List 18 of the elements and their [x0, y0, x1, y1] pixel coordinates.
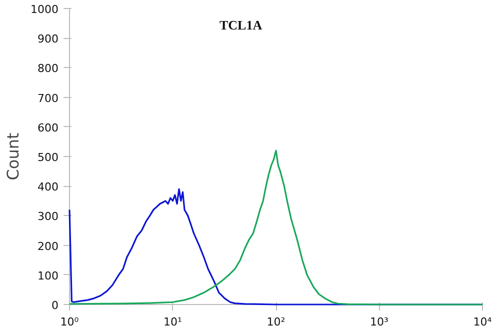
y-tick-label: 900: [38, 32, 59, 46]
y-tick-label: 300: [38, 210, 59, 224]
y-tick-label: 500: [38, 151, 59, 164]
y-tick-label: 700: [38, 92, 59, 105]
y-tick-label: 400: [38, 180, 59, 194]
x-tick-label: 10³: [370, 316, 388, 328]
y-tick-label: 1000: [30, 3, 59, 16]
y-tick-label: 200: [38, 240, 59, 253]
y-axis-title: Count: [4, 132, 23, 180]
y-tick-label: 0: [52, 299, 58, 312]
text: TCL1A: [220, 18, 263, 32]
x-tick-label: 10⁴: [473, 316, 492, 328]
y-tick-label: 100: [38, 269, 59, 282]
x-tick-label: 10²: [266, 316, 286, 328]
x-tick-label: 10⁰: [60, 316, 80, 328]
x-tick-label: 10¹: [164, 316, 182, 328]
y-tick-label: 600: [38, 121, 59, 134]
y-tick-label: 800: [38, 62, 59, 76]
